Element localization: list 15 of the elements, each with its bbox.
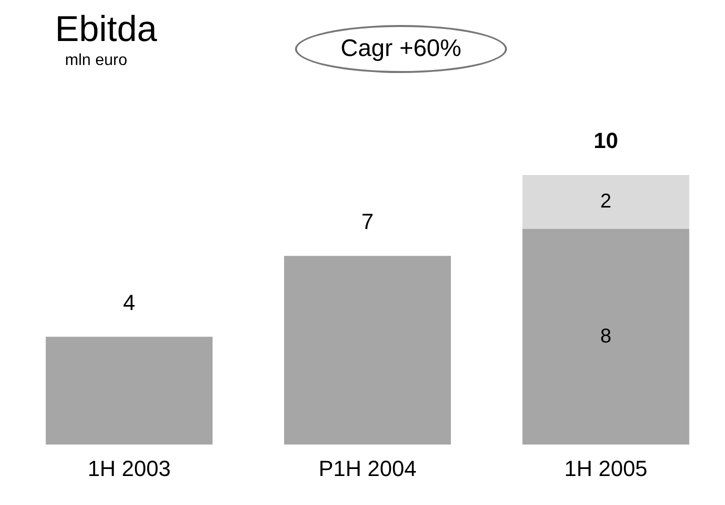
x-tick-label: 1H 2005 bbox=[564, 456, 648, 481]
ellipse-outline: Cagr +60% bbox=[295, 25, 507, 73]
chart-subtitle: mln euro bbox=[65, 52, 128, 70]
chart-title: Ebitda bbox=[55, 8, 158, 50]
total-label: 4 bbox=[123, 290, 136, 315]
bar bbox=[284, 256, 451, 445]
x-tick-label: 1H 2003 bbox=[88, 456, 171, 481]
data-label: 2 bbox=[600, 190, 612, 212]
total-label: 10 bbox=[594, 128, 618, 154]
x-tick-label: P1H 2004 bbox=[318, 456, 416, 481]
bar bbox=[46, 336, 213, 445]
bar bbox=[522, 228, 690, 445]
total-label: 7 bbox=[361, 208, 374, 234]
bar bbox=[522, 175, 690, 229]
data-label: 8 bbox=[600, 325, 612, 348]
